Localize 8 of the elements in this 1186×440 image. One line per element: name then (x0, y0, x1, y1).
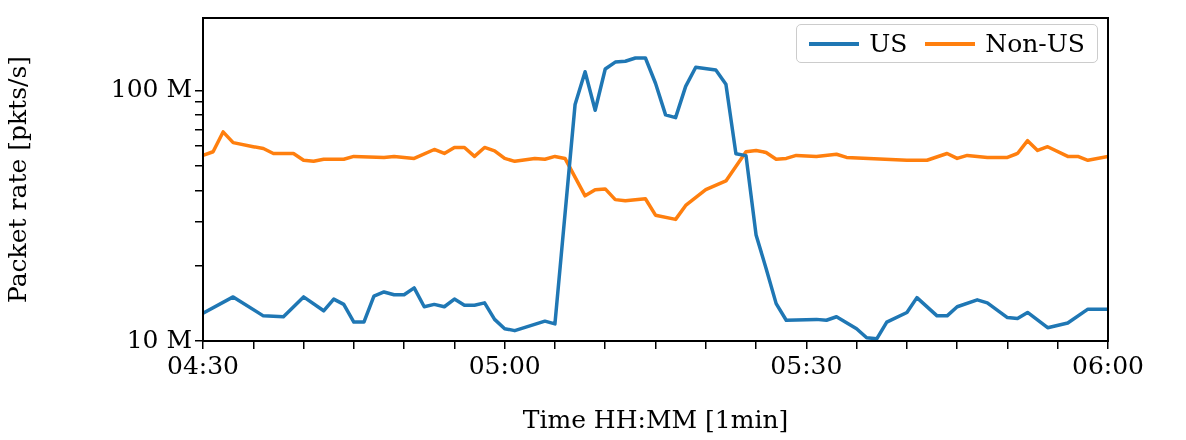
legend-label: US (869, 29, 908, 58)
x-axis-title: Time HH:MM [1min] (522, 404, 789, 434)
y-axis-title: Packet rate [pkts/s] (2, 56, 32, 303)
x-tick-label: 05:00 (468, 350, 541, 380)
x-tick-label: 06:00 (1071, 350, 1145, 380)
y-tick-label: 100 M (110, 74, 192, 104)
x-tick-label: 05:30 (770, 350, 843, 380)
legend-label: Non-US (985, 29, 1085, 58)
